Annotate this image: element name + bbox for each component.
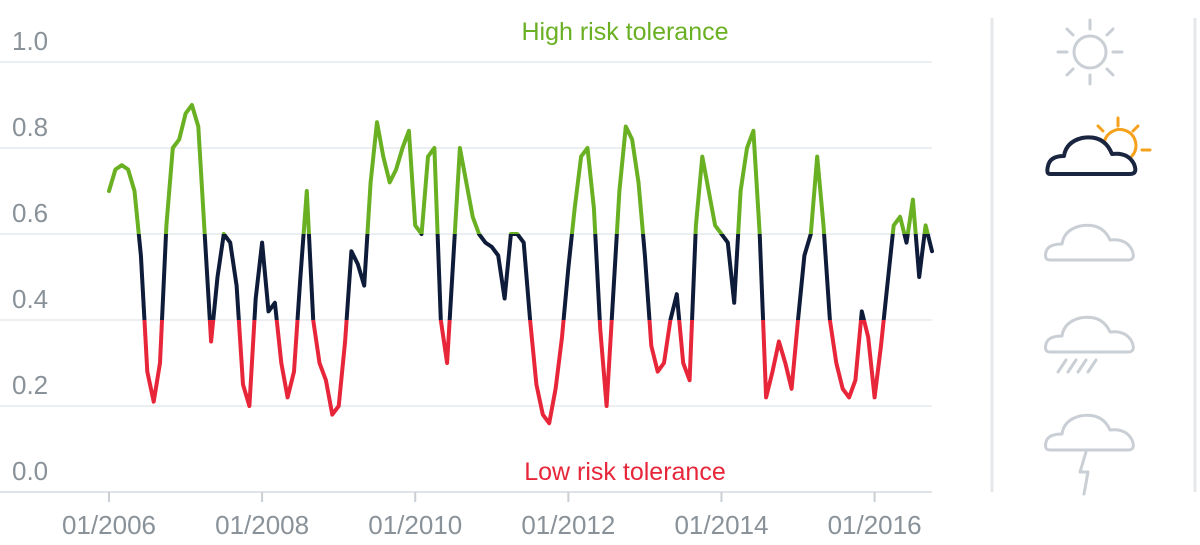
cloud-icon <box>1044 223 1135 262</box>
y-tick-label: 0.0 <box>12 456 48 486</box>
x-axis: 01/2006 01/2008 01/2010 01/2012 01/2014 01/20… <box>62 492 922 540</box>
cloud-lightning-icon <box>1044 413 1135 496</box>
x-tick-label: 01/2008 <box>215 510 309 540</box>
y-tick-label: 0.4 <box>12 284 48 314</box>
x-tick-label: 01/2006 <box>62 510 156 540</box>
cloud-rain-icon <box>1044 315 1135 374</box>
series-line-neutral <box>136 234 934 320</box>
sun-icon <box>1056 18 1124 86</box>
x-tick-label: 01/2012 <box>521 510 615 540</box>
cloud-sun-icon <box>1045 116 1152 176</box>
low-risk-annotation: Low risk tolerance <box>524 458 725 486</box>
y-tick-label: 0.2 <box>12 370 48 400</box>
x-tick-label: 01/2010 <box>368 510 462 540</box>
weather-sidebar <box>990 18 1197 496</box>
high-risk-annotation: High risk tolerance <box>521 18 728 46</box>
x-tick-label: 01/2014 <box>674 510 768 540</box>
y-tick-label: 1.0 <box>12 26 48 56</box>
y-tick-label: 0.8 <box>12 112 48 142</box>
y-tick-label: 0.6 <box>12 198 48 228</box>
gridlines <box>0 61 932 493</box>
y-axis-tick-labels: 1.0 0.8 0.6 0.4 0.2 0.0 <box>12 26 48 486</box>
x-tick-label: 01/2016 <box>828 510 922 540</box>
series-line-low <box>142 320 886 426</box>
series-line <box>107 103 934 426</box>
